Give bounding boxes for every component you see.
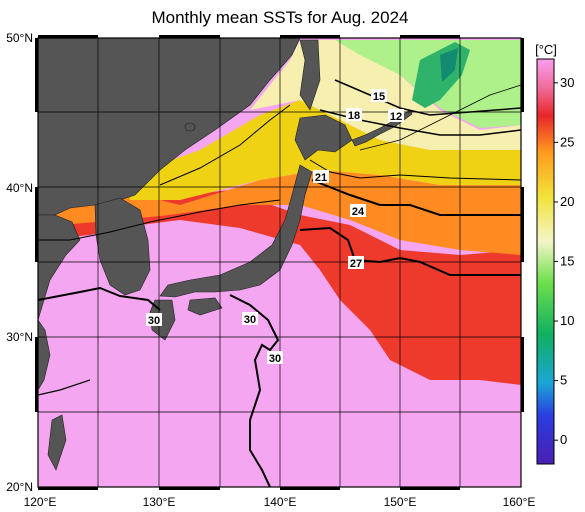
contour-label-box [313, 170, 329, 183]
colorbar: [°C] 30 25 20 15 10 5 0 [535, 42, 574, 465]
map-frame [37, 37, 522, 488]
lon-label-120: 120°E [24, 495, 57, 509]
contour-label-21: 21 [315, 172, 327, 184]
contour-15 [334, 79, 521, 116]
colorbar-tick-label: 0 [560, 432, 567, 447]
contour-label-24: 24 [352, 206, 365, 218]
colorbar-tick-label: 30 [560, 75, 574, 90]
axis-labels: 50°N 40°N 30°N 20°N 120°E 130°E 140°E 15… [6, 31, 535, 509]
contour-30-west [38, 286, 161, 311]
colorbar-scale [536, 58, 555, 465]
contour-label-box [267, 351, 283, 364]
contour-30-east [229, 294, 280, 487]
contour-24-west [38, 199, 281, 241]
lat-label-30: 30°N [6, 330, 33, 344]
colorbar-unit: [°C] [535, 42, 557, 57]
contour-30-sw [38, 379, 91, 396]
colorbar-tick-label: 25 [560, 134, 574, 149]
lon-label-150: 150°E [384, 495, 417, 509]
china-coast-south [38, 319, 51, 391]
frame-ticks [35, 35, 524, 490]
land-masses [38, 38, 413, 471]
contour-label-30-b: 30 [244, 314, 256, 326]
lat-label-50: 50°N [6, 31, 33, 45]
shikoku-island [187, 297, 223, 316]
contour-label-30-a: 30 [148, 315, 160, 327]
contour-label-box [242, 312, 258, 325]
china-coast [38, 214, 81, 321]
contour-label-box [371, 89, 387, 102]
sakhalin-island [299, 39, 321, 111]
hokkaido-island [294, 114, 353, 161]
contour-label-box [348, 256, 364, 269]
kyushu-island [149, 299, 176, 341]
small-island [184, 122, 196, 132]
asian-continent [38, 38, 301, 216]
sst-cold-core [440, 48, 458, 82]
isotherm-contours [38, 79, 521, 487]
contour-27 [299, 226, 521, 276]
contour-label-30-c: 30 [269, 353, 281, 365]
honshu-island [159, 164, 313, 298]
lon-label-140: 140°E [264, 495, 297, 509]
contour-label-box [346, 108, 362, 121]
taiwan-island [47, 414, 67, 471]
contour-label-15: 15 [373, 91, 385, 103]
contour-label-group: 15 18 12 21 24 27 30 30 30 [146, 89, 404, 365]
contour-21-west [159, 104, 291, 186]
lon-label-160: 160°E [503, 495, 536, 509]
contour-misc [359, 84, 521, 151]
contour-label-27: 27 [350, 258, 362, 270]
lat-label-40: 40°N [6, 181, 33, 195]
colorbar-tick-label: 20 [560, 194, 574, 209]
colorbar-tick-label: 10 [560, 313, 574, 328]
contour-label-box [146, 313, 162, 326]
colorbar-tick-label: 15 [560, 254, 574, 269]
lat-label-20: 20°N [6, 480, 33, 494]
contour-label-18: 18 [348, 110, 360, 122]
contour-24 [311, 179, 521, 216]
colorbar-tick-label: 5 [560, 373, 567, 388]
contour-label-box [388, 109, 404, 122]
contour-label-12: 12 [390, 111, 402, 123]
contour-label-box [350, 204, 366, 217]
korean-peninsula [94, 197, 151, 296]
map-title: Monthly mean SSTs for Aug. 2024 [151, 8, 409, 27]
colorbar-ticks: 30 25 20 15 10 5 0 [554, 75, 574, 447]
lon-label-130: 130°E [143, 495, 176, 509]
